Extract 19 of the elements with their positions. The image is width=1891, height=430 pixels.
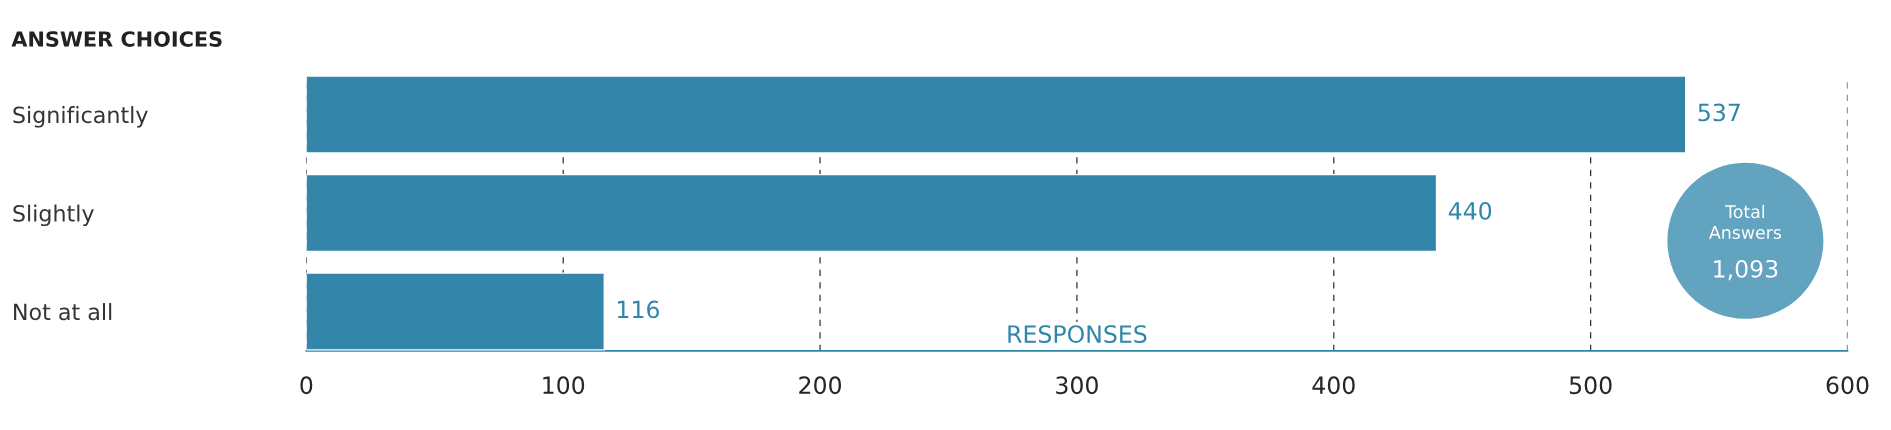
- x-tick-label: 400: [1312, 376, 1355, 395]
- x-tick-label: 600: [1826, 376, 1869, 395]
- x-axis-title: RESPONSES: [1008, 325, 1147, 344]
- y-tick-label: Slightly: [13, 204, 94, 227]
- annotation: 1,093: [1714, 259, 1778, 281]
- text: ANSWER CHOICES: [11, 31, 222, 47]
- data-label: 537: [1698, 103, 1740, 122]
- bar: [306, 76, 1687, 154]
- x-tick-label: 0: [300, 376, 313, 395]
- y-tick-label: Significantly: [13, 106, 148, 128]
- bar: [306, 173, 1438, 253]
- x-tick-label: 500: [1569, 376, 1612, 395]
- y-tick-label: Not at all: [14, 303, 112, 321]
- data-label: 116: [618, 300, 659, 319]
- x-tick-label: 300: [1056, 376, 1098, 395]
- annotation: Total Answers: [1709, 204, 1782, 240]
- data-label: 440: [1448, 201, 1492, 220]
- x-tick-label: 200: [799, 376, 842, 395]
- x-tick-label: 100: [543, 376, 585, 395]
